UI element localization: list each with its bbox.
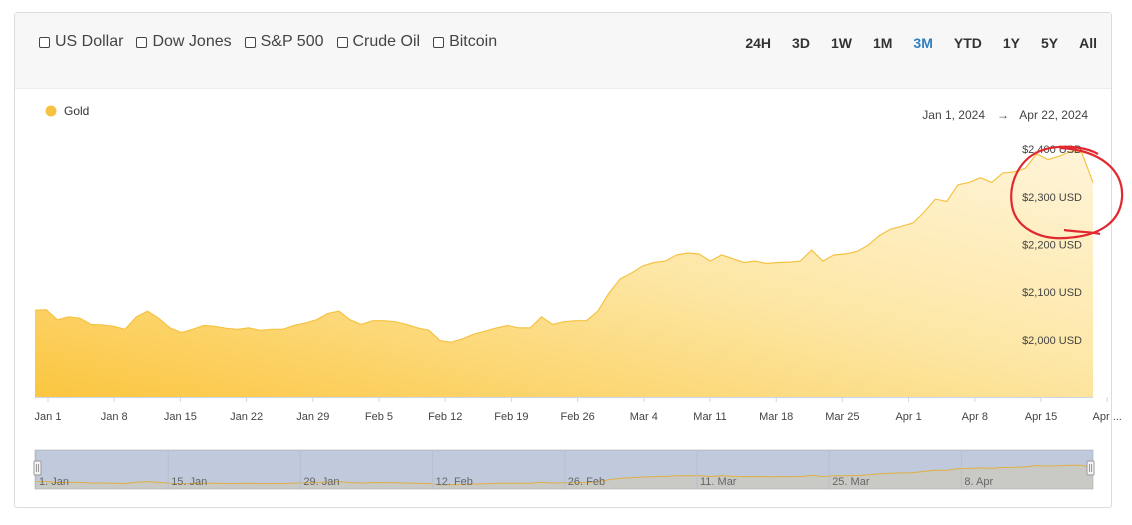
navigator-series-line — [35, 464, 1094, 486]
compare-list: US Dollar Dow Jones S&P 500 Crude Oil Bi… — [39, 33, 510, 51]
navigator-label: 26. Feb — [568, 476, 605, 488]
navigator-label: 1. Jan — [39, 476, 69, 488]
x-tick-label: Mar 18 — [759, 411, 793, 423]
range-button-1m[interactable]: 1M — [872, 35, 893, 51]
x-tick-label: Jan 8 — [101, 411, 128, 423]
range-button-all[interactable]: All — [1079, 35, 1097, 51]
legend-marker — [45, 105, 57, 117]
legend-label: Gold — [64, 104, 89, 118]
navigator-handle-right[interactable] — [1086, 460, 1095, 476]
x-tick-label: Jan 29 — [296, 411, 329, 423]
x-axis: Jan 1 Jan 8 Jan 15 Jan 22 Jan 29 Feb 5 Feb 12 F… — [35, 397, 1122, 423]
x-tick-label: Feb 19 — [494, 411, 528, 423]
compare-sp500[interactable]: S&P 500 — [244, 33, 324, 51]
date-range-arrow: → — [997, 108, 1009, 122]
navigator-label: 11. Mar — [700, 476, 737, 488]
compare-label: Dow Jones — [152, 33, 232, 50]
compare-label: Crude Oil — [352, 33, 421, 50]
range-button-1w[interactable]: 1W — [830, 35, 852, 51]
x-tick-label: Jan 15 — [164, 411, 197, 423]
checkbox[interactable] — [336, 36, 348, 48]
navigator-handle-left[interactable] — [33, 460, 42, 476]
x-tick-label: Jan 1 — [35, 411, 62, 423]
range-button-3d[interactable]: 3D — [792, 35, 810, 51]
x-tick-label: Feb 12 — [428, 411, 462, 423]
y-tick-label: $2,300 USD — [1022, 192, 1082, 204]
compare-label: Bitcoin — [449, 33, 498, 50]
y-tick-label: $2,000 USD — [1022, 335, 1082, 347]
x-tick-label: Mar 4 — [630, 411, 658, 423]
gold-area-fill — [35, 151, 1093, 397]
compare-dow-jones[interactable]: Dow Jones — [136, 33, 232, 51]
navigator-label: 8. Apr — [964, 476, 993, 488]
x-tick-label: Jan 22 — [230, 411, 263, 423]
navigator[interactable]: 1. Jan 15. Jan 29. Jan 12. Feb 26. Feb 11. Ma… — [33, 449, 1095, 490]
compare-label: S&P 500 — [260, 33, 324, 50]
checkbox[interactable] — [39, 36, 50, 48]
x-tick-label: Feb 5 — [365, 411, 393, 423]
compare-label: US Dollar — [55, 33, 124, 50]
navigator-label: 12. Feb — [436, 476, 473, 488]
plot-area — [34, 150, 1094, 397]
range-button-5y[interactable]: 5Y — [1040, 35, 1059, 51]
range-button-ytd[interactable]: YTD — [953, 35, 982, 51]
date-range-start: Jan 1, 2024 — [922, 108, 985, 122]
x-tick-label: Apr 8 — [962, 411, 988, 423]
navigator-label: 29. Jan — [303, 476, 339, 488]
compare-us-dollar[interactable]: US Dollar — [39, 33, 123, 51]
y-tick-label: $2,100 USD — [1022, 287, 1082, 299]
y-tick-label: $2,200 USD — [1022, 239, 1082, 251]
chart-legend[interactable]: Gold — [45, 104, 90, 118]
y-axis: $2,000 USD $2,100 USD $2,200 USD $2,300 USD… — [1022, 144, 1082, 347]
gold-series-line — [34, 150, 1094, 343]
checkbox[interactable] — [244, 36, 256, 48]
x-tick-label: Apr ... — [1093, 411, 1122, 423]
date-range-display: Jan 1, 2024 → Apr 22, 2024 — [922, 108, 1088, 122]
checkbox[interactable] — [136, 36, 148, 48]
checkbox[interactable] — [433, 36, 445, 48]
x-tick-label: Feb 26 — [560, 411, 594, 423]
compare-bitcoin[interactable]: Bitcoin — [433, 33, 497, 51]
annotation-circle — [1010, 145, 1124, 240]
compare-crude-oil[interactable]: Crude Oil — [336, 33, 421, 51]
navigator-label: 15. Jan — [171, 476, 207, 488]
x-tick-label: Mar 25 — [825, 411, 859, 423]
navigator-label: 25. Mar — [832, 476, 870, 488]
range-button-24h[interactable]: 24H — [745, 35, 772, 51]
range-button-1y[interactable]: 1Y — [1002, 35, 1020, 51]
x-tick-label: Mar 11 — [693, 411, 726, 423]
range-button-3m[interactable]: 3M — [913, 35, 933, 51]
chart-toolbar: US Dollar Dow Jones S&P 500 Crude Oil Bi… — [15, 13, 1111, 89]
x-tick-label: Apr 15 — [1025, 411, 1057, 423]
date-range-end: Apr 22, 2024 — [1019, 108, 1088, 122]
range-selector: 24H 3D 1W 1M 3M YTD 1Y 5Y All — [724, 35, 1097, 51]
x-tick-label: Apr 1 — [895, 411, 921, 423]
